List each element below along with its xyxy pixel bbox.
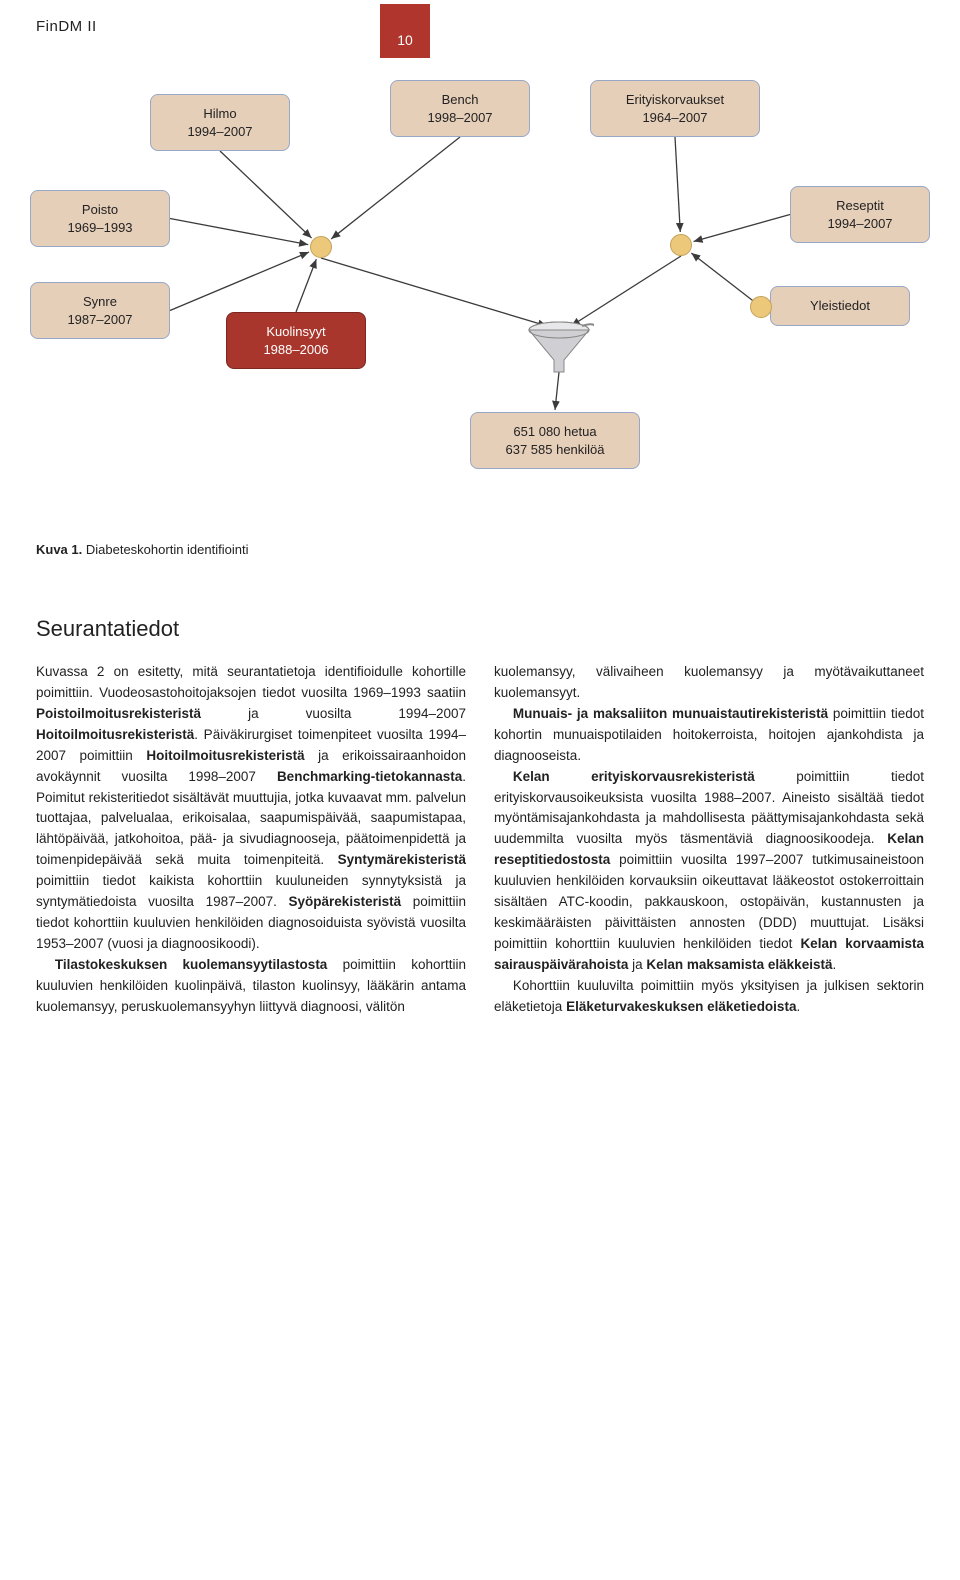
diagram-node-label: Erityiskorvaukset bbox=[599, 91, 751, 109]
diagram-node-sublabel: 1969–1993 bbox=[39, 219, 161, 237]
diagram-node-yleis: Yleistiedot bbox=[770, 286, 910, 326]
figure-caption-text: Diabeteskohortin identifiointi bbox=[86, 542, 249, 557]
diagram-node-sublabel: 1964–2007 bbox=[599, 109, 751, 127]
body-paragraph: Kelan erityiskorvausrekisteristä poimitt… bbox=[494, 767, 924, 976]
diagram-node-label: Poisto bbox=[39, 201, 161, 219]
diagram-node-label: Bench bbox=[399, 91, 521, 109]
diagram-node-label: Yleistiedot bbox=[779, 297, 901, 315]
body-paragraph: Kohorttiin kuuluvilta poimittiin myös yk… bbox=[494, 976, 924, 1018]
diagram-node-sublabel: 1994–2007 bbox=[159, 123, 281, 141]
funnel-icon bbox=[524, 320, 594, 375]
body-paragraph: Tilastokeskuksen kuolemansyytilastosta p… bbox=[36, 955, 466, 1018]
diagram-node-bench: Bench1998–2007 bbox=[390, 80, 530, 137]
diagram-node-label: Synre bbox=[39, 293, 161, 311]
diagram-node-sublabel: 1998–2007 bbox=[399, 109, 521, 127]
diagram-container: Hilmo1994–2007Bench1998–2007Erityiskorva… bbox=[30, 70, 930, 520]
body-columns: Kuvassa 2 on esitetty, mitä seurantatiet… bbox=[36, 662, 924, 1018]
page-number: 10 bbox=[380, 4, 430, 58]
diagram-node-synre: Synre1987–2007 bbox=[30, 282, 170, 339]
section-title: Seurantatiedot bbox=[36, 616, 179, 642]
diagram-node-label: 651 080 hetua bbox=[479, 423, 631, 441]
page-header: FinDM II bbox=[36, 18, 97, 35]
diagram-node-sublabel: 1994–2007 bbox=[799, 215, 921, 233]
body-paragraph: kuolemansyy, välivaiheen kuolemansyy ja … bbox=[494, 662, 924, 704]
diagram-node-reseptit: Reseptit1994–2007 bbox=[790, 186, 930, 243]
diagram-node-sublabel: 1988–2006 bbox=[235, 341, 357, 359]
diagram-node-hetua: 651 080 hetua637 585 henkilöä bbox=[470, 412, 640, 469]
diagram-hub-left bbox=[310, 236, 332, 258]
diagram-node-poisto: Poisto1969–1993 bbox=[30, 190, 170, 247]
body-column-left: Kuvassa 2 on esitetty, mitä seurantatiet… bbox=[36, 662, 466, 1018]
body-paragraph: Munuais- ja maksaliiton munuaistautireki… bbox=[494, 704, 924, 767]
figure-caption: Kuva 1. Diabeteskohortin identifiointi bbox=[36, 542, 248, 557]
diagram-node-hilmo: Hilmo1994–2007 bbox=[150, 94, 290, 151]
diagram-hub-yleis bbox=[750, 296, 772, 318]
body-column-right: kuolemansyy, välivaiheen kuolemansyy ja … bbox=[494, 662, 924, 1018]
diagram-hub-right bbox=[670, 234, 692, 256]
diagram-node-sublabel: 637 585 henkilöä bbox=[479, 441, 631, 459]
diagram-node-erityis: Erityiskorvaukset1964–2007 bbox=[590, 80, 760, 137]
body-paragraph: Kuvassa 2 on esitetty, mitä seurantatiet… bbox=[36, 662, 466, 955]
diagram-node-label: Reseptit bbox=[799, 197, 921, 215]
figure-caption-label: Kuva 1. bbox=[36, 542, 82, 557]
diagram-node-label: Hilmo bbox=[159, 105, 281, 123]
diagram-node-kuolin: Kuolinsyyt1988–2006 bbox=[226, 312, 366, 369]
diagram-node-sublabel: 1987–2007 bbox=[39, 311, 161, 329]
diagram-node-label: Kuolinsyyt bbox=[235, 323, 357, 341]
